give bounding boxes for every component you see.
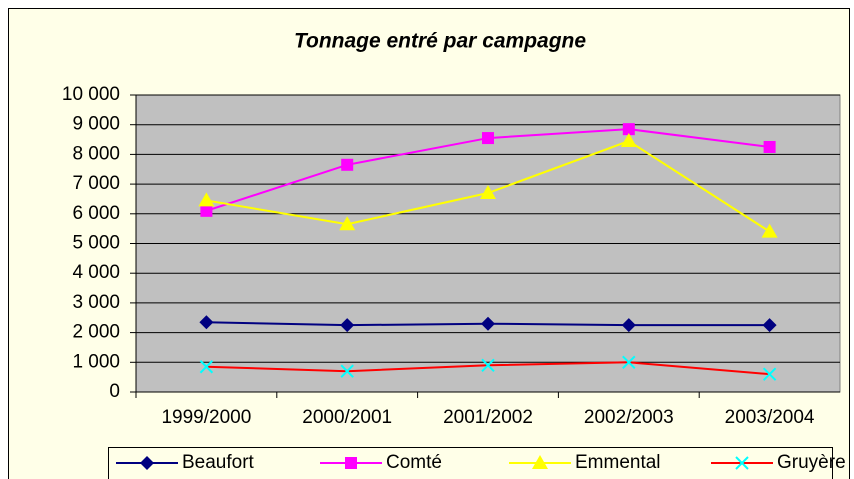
y-tick-label: 8 000 bbox=[72, 143, 120, 164]
marker bbox=[622, 355, 636, 370]
y-tick-label: 3 000 bbox=[72, 292, 120, 313]
marker bbox=[532, 455, 548, 469]
marker bbox=[763, 140, 776, 153]
marker bbox=[762, 367, 777, 381]
legend-label: Gruyère bbox=[777, 452, 846, 473]
legend-label: Comté bbox=[386, 452, 442, 473]
legend-label: Beaufort bbox=[182, 452, 255, 473]
legend-label: Emmental bbox=[575, 452, 661, 473]
marker bbox=[345, 457, 357, 469]
chart-title: Tonnage entré par campagne bbox=[294, 30, 586, 53]
marker bbox=[622, 123, 635, 136]
marker bbox=[620, 133, 637, 148]
y-tick-label: 9 000 bbox=[72, 114, 120, 135]
x-tick-label: 2003/2004 bbox=[725, 407, 815, 428]
x-tick-label: 2002/2003 bbox=[584, 407, 674, 428]
x-tick-label: 1999/2000 bbox=[161, 407, 251, 428]
marker bbox=[200, 204, 213, 217]
marker bbox=[735, 456, 749, 470]
x-tick-label: 2000/2001 bbox=[302, 407, 392, 428]
marker bbox=[482, 132, 494, 145]
y-tick-label: 6 000 bbox=[72, 203, 120, 224]
marker bbox=[199, 315, 214, 330]
marker bbox=[198, 192, 215, 207]
marker bbox=[339, 216, 356, 231]
marker bbox=[340, 318, 355, 333]
y-tick-label: 2 000 bbox=[72, 322, 120, 343]
x-tick-label: 2001/2002 bbox=[443, 407, 533, 428]
y-tick-label: 0 bbox=[109, 381, 120, 402]
y-tick-label: 1 000 bbox=[72, 351, 120, 372]
marker bbox=[762, 318, 777, 333]
y-tick-label: 10 000 bbox=[62, 84, 120, 105]
marker bbox=[340, 364, 354, 378]
marker bbox=[341, 158, 354, 171]
marker bbox=[621, 318, 636, 333]
marker bbox=[481, 316, 495, 331]
marker bbox=[199, 360, 214, 374]
marker bbox=[761, 223, 778, 238]
marker bbox=[481, 358, 495, 372]
y-tick-label: 4 000 bbox=[72, 262, 120, 283]
y-tick-label: 7 000 bbox=[72, 173, 120, 194]
marker bbox=[140, 456, 154, 470]
marker bbox=[480, 185, 496, 200]
y-tick-label: 5 000 bbox=[72, 233, 120, 254]
